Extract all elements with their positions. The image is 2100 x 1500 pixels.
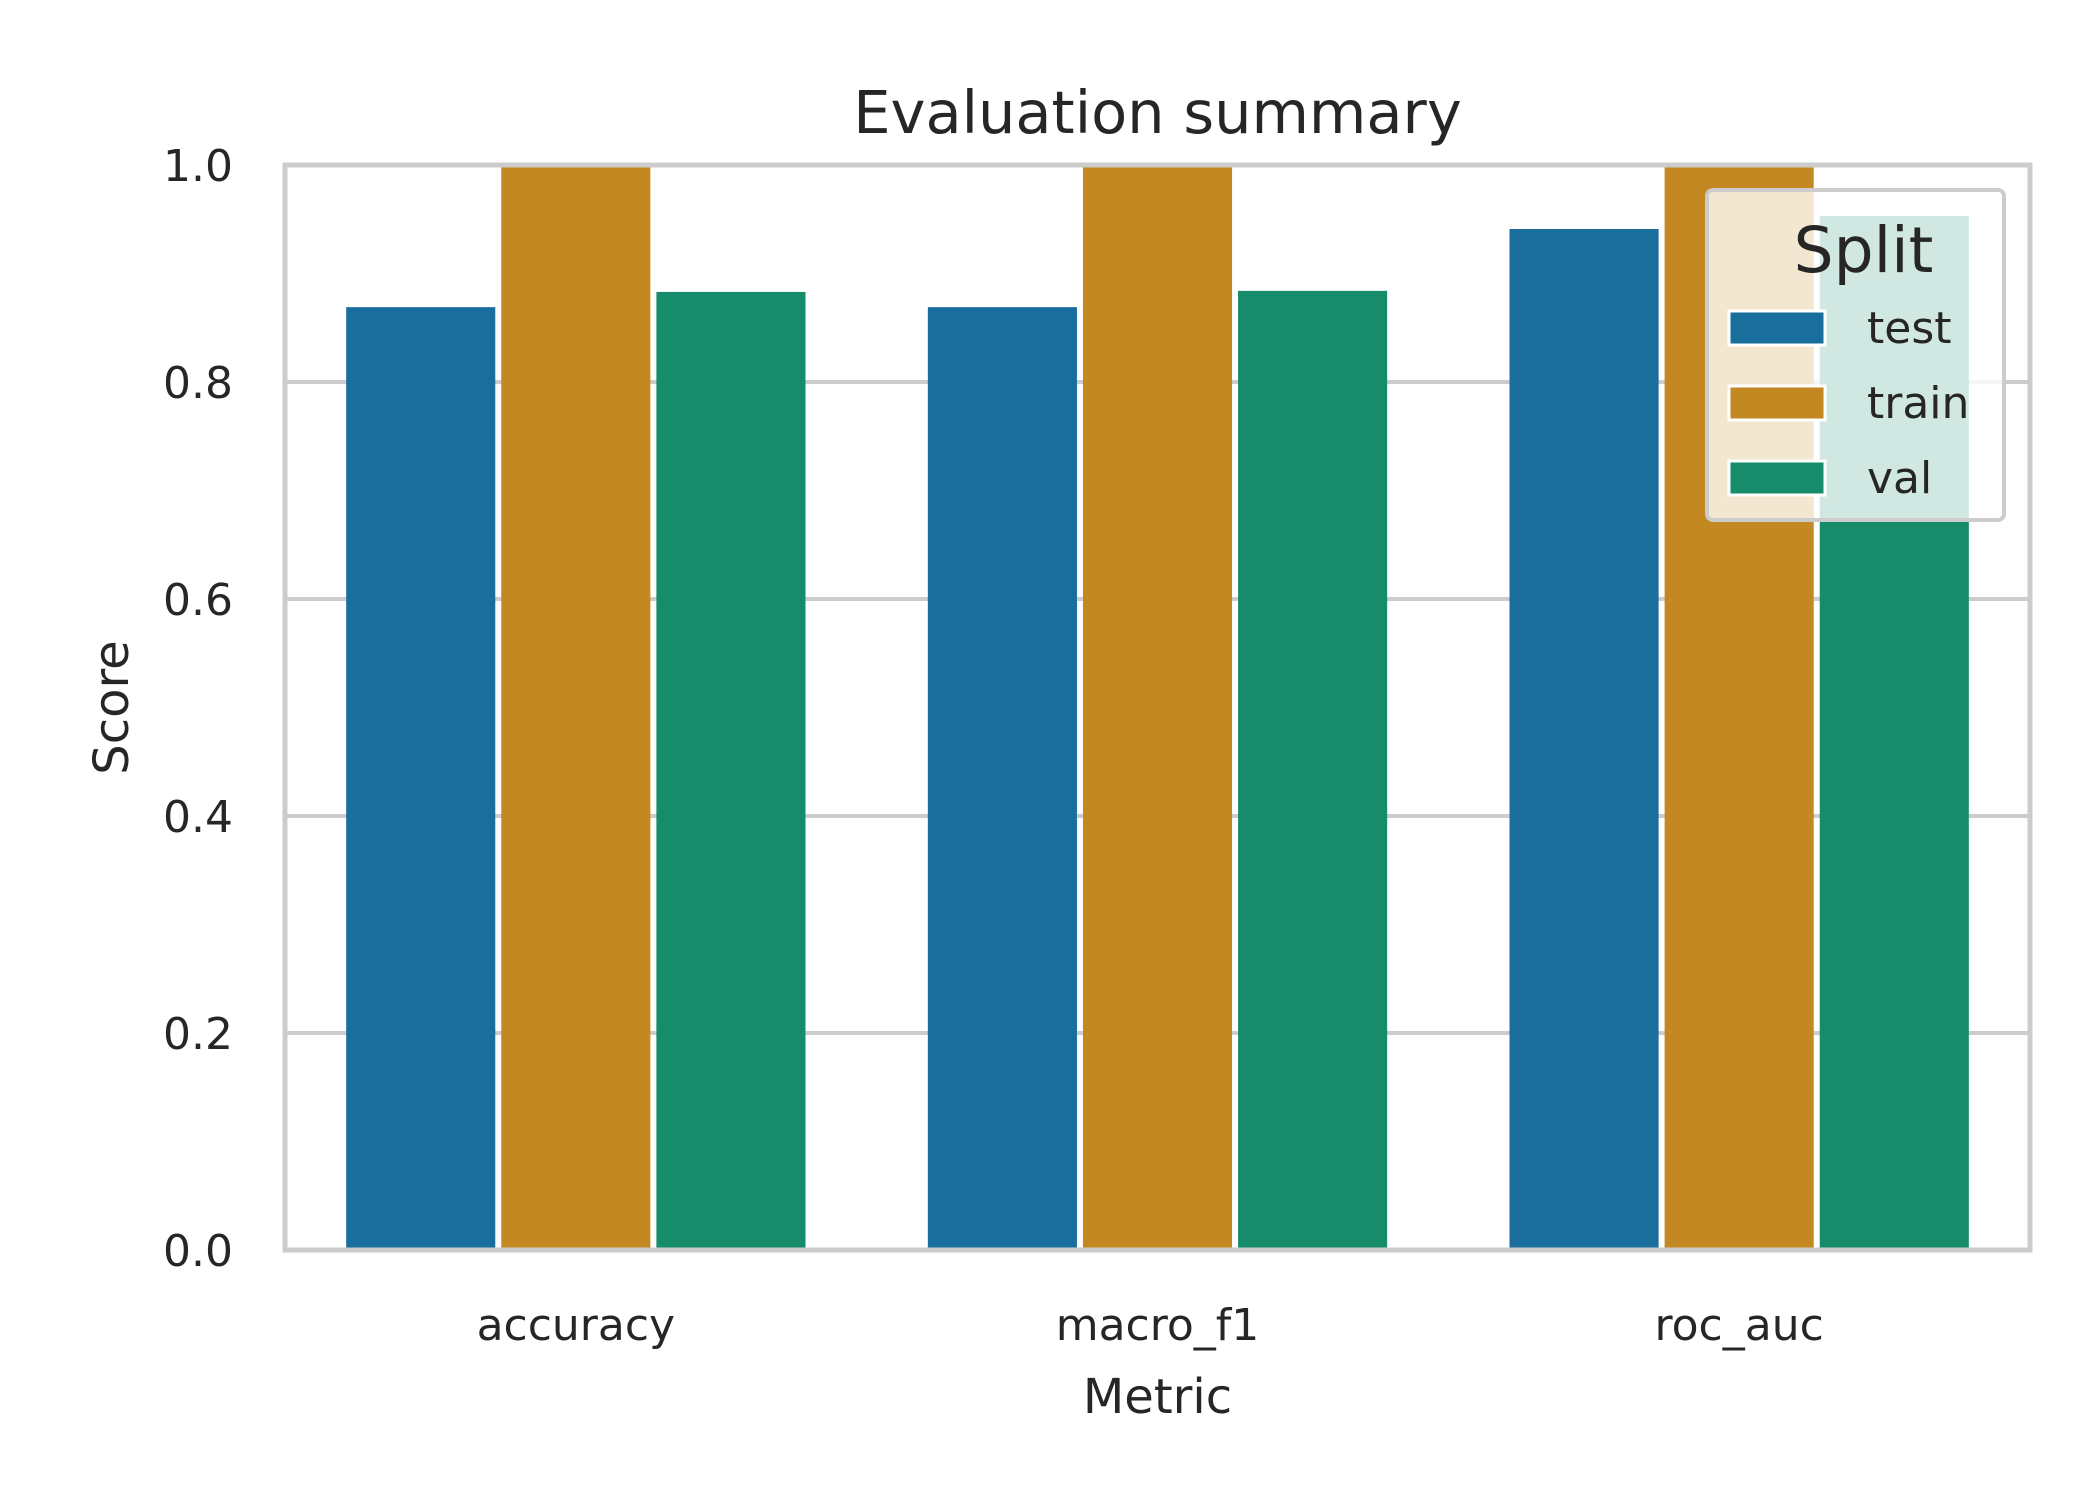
y-tick-label: 0.0 (163, 1226, 233, 1277)
x-tick-label: roc_auc (1655, 1300, 1824, 1351)
legend-label-val: val (1867, 453, 1932, 504)
legend-box (1705, 188, 2006, 522)
legend-swatch-test (1727, 309, 1827, 347)
x-tick-label: macro_f1 (1056, 1300, 1260, 1351)
legend-title: Split (1794, 214, 1934, 287)
y-axis-label: Score (84, 640, 140, 774)
legend-label-test: test (1867, 303, 1952, 354)
tick-labels: 0.0 0.2 0.4 0.6 0.8 1.0 accuracy macro_f1 roc_au… (163, 141, 1824, 1351)
bar-test-roc_auc (1509, 229, 1659, 1250)
legend-items: test train val (1727, 303, 1969, 504)
bars (346, 165, 1969, 1250)
x-tick-label: accuracy (477, 1300, 676, 1351)
legend-label-train: train (1867, 378, 1969, 429)
x-axis-label: Metric (1083, 1369, 1232, 1425)
bar-test-macro_f1 (927, 307, 1077, 1250)
bar-test-accuracy (346, 307, 496, 1250)
y-tick-label: 0.8 (163, 358, 233, 409)
y-tick-label: 0.4 (163, 792, 233, 843)
chart-title: Evaluation summary (853, 78, 1461, 147)
y-tick-label: 0.2 (163, 1009, 233, 1060)
y-tick-label: 1.0 (163, 141, 233, 192)
bar-val-accuracy (656, 291, 806, 1250)
legend-swatch-val (1727, 459, 1827, 497)
bar-train-accuracy (501, 165, 651, 1250)
legend: Split test train val (1705, 188, 2006, 522)
bar-train-macro_f1 (1082, 165, 1233, 1250)
bar-val-macro_f1 (1238, 290, 1388, 1250)
legend-swatch-train (1727, 384, 1827, 422)
plot-frame (282, 162, 2033, 1253)
y-tick-label: 0.6 (163, 575, 233, 626)
